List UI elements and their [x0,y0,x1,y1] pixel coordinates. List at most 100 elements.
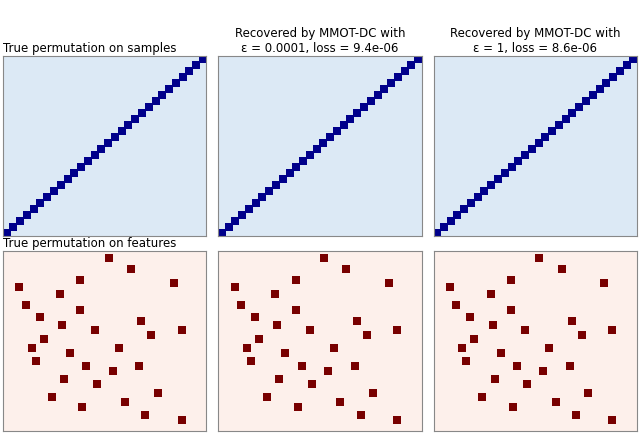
Point [493,176,503,183]
Point [359,104,369,111]
Point [284,170,294,177]
Point [527,146,537,153]
Point [136,317,147,324]
Point [459,206,469,213]
Point [506,307,516,313]
Point [8,224,19,231]
Point [171,80,181,87]
Point [574,104,584,111]
Point [59,375,69,382]
Point [35,314,45,321]
Point [452,212,463,219]
Point [557,265,567,272]
Point [307,381,317,388]
Point [581,98,591,105]
Point [351,317,362,324]
Point [608,74,618,81]
Point [296,362,307,369]
Point [355,411,365,418]
Point [486,182,497,189]
Point [76,164,86,171]
Point [550,398,561,405]
Point [615,68,625,75]
Point [124,122,134,129]
Point [500,170,510,177]
Point [568,110,578,117]
Point [1,230,12,237]
Point [520,152,530,159]
Point [264,188,275,195]
Point [237,212,247,219]
Point [332,128,342,135]
Point [392,326,403,333]
Point [599,280,609,287]
Point [251,200,261,207]
Title: Recovered by MMOT-DC with
ε = 1, loss = 8.6e-06: Recovered by MMOT-DC with ε = 1, loss = … [450,27,621,55]
Point [534,140,544,147]
Point [522,381,532,388]
Point [508,404,518,411]
Point [22,212,32,219]
Point [280,350,291,357]
Point [318,140,328,147]
Point [47,393,57,400]
Point [177,417,187,423]
Point [323,368,333,375]
Point [114,345,124,352]
Point [90,326,100,333]
Point [554,122,564,129]
Point [392,417,403,423]
Point [26,345,36,352]
Point [191,62,201,69]
Point [57,321,67,328]
Point [490,375,500,382]
Point [305,326,315,333]
Point [217,230,227,237]
Point [393,74,403,81]
Point [29,206,39,213]
Point [595,86,605,93]
Point [147,332,157,339]
Point [143,104,154,111]
Point [150,98,161,105]
Point [451,301,461,308]
Point [538,368,548,375]
Point [341,265,351,272]
Point [477,393,488,400]
Point [108,368,118,375]
Point [291,164,301,171]
Point [520,326,530,333]
Point [257,194,268,201]
Point [270,291,280,297]
Point [230,218,241,225]
Point [386,80,396,87]
Point [472,194,483,201]
Point [14,283,24,290]
Point [56,182,66,189]
Point [35,200,45,207]
Text: True permutation on features: True permutation on features [3,236,177,249]
Point [466,200,476,207]
Point [76,307,86,313]
Point [130,116,140,123]
Point [103,140,113,147]
Point [134,362,145,369]
Point [362,332,372,339]
Point [547,128,557,135]
Point [601,80,611,87]
Point [42,194,52,201]
Point [291,276,301,283]
Point [329,345,339,352]
Point [126,265,136,272]
Point [169,280,179,287]
Point [513,158,524,165]
Point [81,362,92,369]
Point [352,110,362,117]
Point [325,134,335,141]
Point [116,128,127,135]
Point [545,345,555,352]
Point [164,86,174,93]
Point [486,291,496,297]
Point [413,56,423,63]
Point [271,182,281,189]
